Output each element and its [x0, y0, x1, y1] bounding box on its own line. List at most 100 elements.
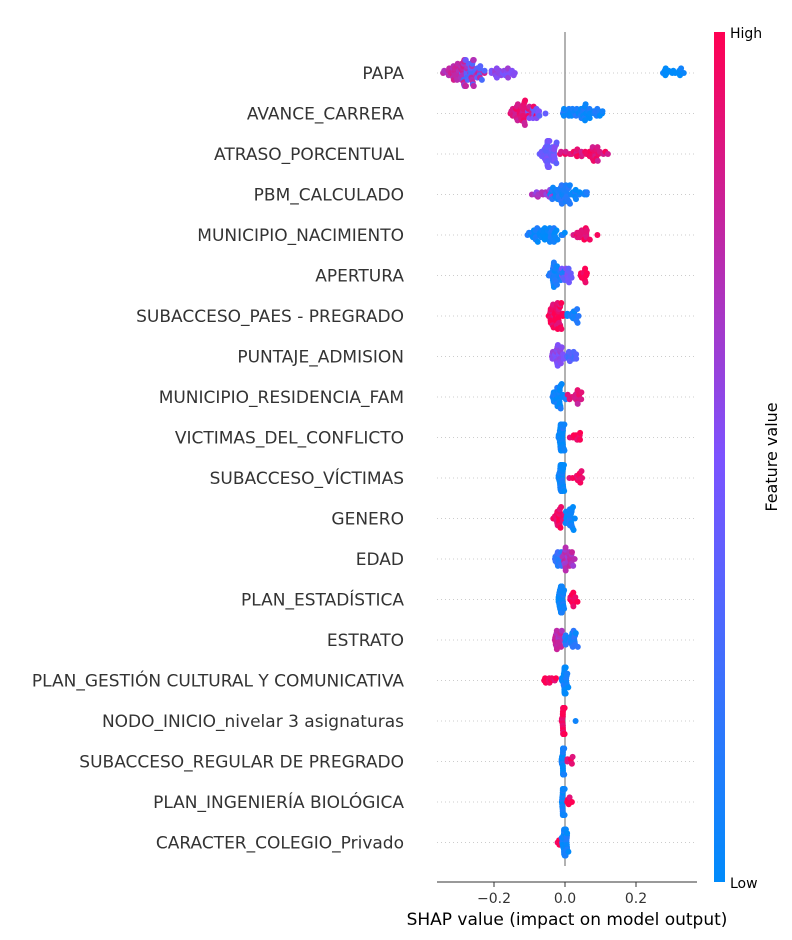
shap-point [571, 515, 578, 522]
shap-point [569, 549, 575, 556]
shap-point [573, 355, 580, 362]
shap-point [569, 753, 576, 760]
shap-point [583, 227, 590, 234]
shap-point [568, 799, 575, 805]
shap-point [678, 65, 685, 72]
shap-point [558, 300, 565, 306]
shap-point [463, 83, 469, 89]
shap-point [582, 265, 589, 272]
x-tick-label: 0.2 [625, 891, 647, 907]
shap-point [566, 279, 572, 286]
x-axis-ticks: −0.2 0.0 0.2 [477, 882, 647, 907]
shap-point [554, 236, 561, 243]
shap-point [586, 115, 593, 122]
feature-label: PLAN_GESTIÓN CULTURAL Y COMUNICATIVA [32, 670, 404, 692]
shap-point [558, 381, 565, 387]
shap-point [599, 108, 606, 115]
shap-point [522, 97, 529, 104]
shap-point [578, 468, 585, 475]
x-axis-title: SHAP value (impact on model output) [407, 910, 728, 930]
shap-point [577, 479, 584, 486]
colorbar-title: Feature value [762, 402, 781, 511]
feature-label: PUNTAJE_ADMISION [237, 348, 404, 368]
feature-label: VICTIMAS_DEL_CONFLICTO [175, 429, 404, 449]
feature-label: CARACTER_COLEGIO_Privado [156, 834, 404, 854]
shap-point [565, 265, 572, 272]
shap-point [574, 306, 581, 313]
shap-point [582, 279, 589, 286]
shap-point [561, 462, 567, 468]
shap-point [553, 227, 560, 234]
shap-point [582, 101, 589, 108]
shap-point [536, 108, 543, 115]
shap-point [579, 475, 586, 481]
shap-point [572, 594, 579, 601]
shap-point [578, 389, 585, 396]
shap-point [572, 630, 579, 637]
shap-point [561, 812, 568, 818]
shap-point [561, 105, 567, 112]
feature-label: SUBACCESO_VÍCTIMAS [210, 467, 404, 489]
shap-point [558, 326, 565, 332]
feature-label: PLAN_INGENIERÍA BIOLÓGICA [153, 791, 404, 813]
shap-point [577, 436, 583, 443]
feature-label: SUBACCESO_REGULAR DE PREGRADO [79, 753, 404, 773]
shap-point [573, 351, 580, 358]
shap-point [561, 229, 568, 236]
shap-point [561, 731, 568, 737]
shap-point [558, 344, 565, 351]
shap-point [566, 794, 573, 801]
shap-point [561, 605, 568, 612]
shap-point [561, 447, 568, 454]
shap-point [570, 562, 577, 569]
shap-point [553, 160, 560, 167]
shap-point [554, 281, 560, 288]
shap-point [586, 236, 593, 243]
shap-point [564, 830, 571, 837]
shap-point [583, 189, 590, 196]
shap-point [571, 556, 578, 562]
shap-point [680, 70, 687, 76]
feature-label: ATRASO_PORCENTUAL [214, 145, 405, 165]
shap-point [594, 144, 601, 151]
feature-label: EDAD [356, 550, 404, 570]
x-tick-label: 0.0 [554, 891, 576, 907]
feature-label: MUNICIPIO_NACIMIENTO [197, 226, 404, 246]
shap-point [594, 232, 601, 238]
feature-label: AVANCE_CARRERA [247, 105, 405, 125]
shap-point [478, 76, 485, 83]
colorbar-low-label: Low [730, 876, 758, 892]
shap-point [561, 587, 568, 594]
shap-point [542, 110, 549, 117]
feature-label: GENERO [331, 510, 404, 530]
shap-point [561, 705, 568, 711]
shap-point [558, 627, 565, 634]
shap-point [574, 400, 581, 407]
shap-point [564, 670, 571, 677]
shap-point [578, 396, 585, 403]
shap-point [481, 67, 488, 74]
shap-point [568, 274, 575, 281]
shap-point [557, 360, 564, 367]
colorbar-high-label: High [730, 26, 762, 42]
shap-point [553, 675, 559, 682]
shap-point [574, 598, 581, 605]
shap-point [570, 603, 577, 610]
shap-point [561, 421, 568, 428]
shap-point [576, 189, 583, 196]
shap-point [561, 488, 568, 494]
shap-point [570, 504, 576, 510]
shap-point [583, 270, 590, 277]
shap-point [562, 690, 569, 697]
shap-point [505, 74, 512, 81]
shap-point [570, 589, 577, 596]
shap-point [511, 70, 518, 76]
colorbar [714, 32, 725, 882]
feature-gridlines [437, 72, 697, 843]
shap-point [604, 151, 611, 157]
shap-point [565, 848, 572, 855]
shap-point [534, 238, 541, 245]
feature-label: PBM_CALCULADO [254, 186, 404, 206]
shap-point [567, 270, 574, 277]
